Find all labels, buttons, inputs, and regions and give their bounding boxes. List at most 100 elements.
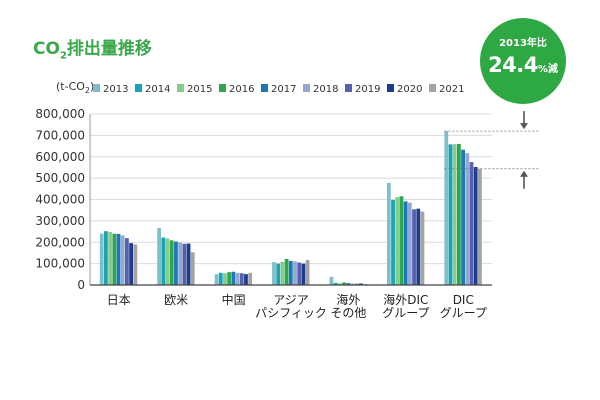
y-tick-label: 200,000 [35, 235, 85, 249]
bar [293, 261, 297, 285]
bar [346, 283, 351, 285]
bar [223, 273, 227, 285]
bar [452, 144, 457, 285]
legend-label: 2016 [229, 84, 254, 95]
legend-label: 2015 [187, 84, 212, 95]
bar [244, 274, 248, 285]
bar [284, 258, 289, 285]
bar [297, 262, 302, 285]
x-tick-label: 欧米 [164, 293, 188, 307]
legend-label: 2020 [397, 84, 422, 95]
bar [333, 282, 338, 285]
legend-swatch [177, 84, 184, 92]
unit-subscript: 2 [84, 86, 91, 96]
x-tick-label: パシフィック [255, 306, 327, 320]
bar [169, 240, 174, 285]
bar [395, 197, 400, 285]
bar [358, 283, 363, 285]
bar [280, 261, 285, 285]
y-axis-unit-label: (t-CO2) [56, 80, 94, 95]
unit-main: (t-CO [56, 80, 85, 93]
bar [288, 260, 293, 285]
bar [354, 283, 359, 285]
bar [214, 274, 219, 285]
x-tick-label: 海外DIC [383, 292, 428, 307]
legend-label: 2017 [271, 84, 296, 95]
bar [461, 149, 465, 285]
bar [473, 167, 478, 285]
bar [125, 238, 129, 285]
bar [239, 273, 244, 285]
bar [456, 143, 461, 285]
y-tick-label: 700,000 [35, 128, 85, 142]
bar [465, 153, 470, 285]
bar [190, 252, 195, 285]
bar [305, 259, 310, 285]
bar [116, 233, 121, 285]
legend-label: 2021 [439, 84, 464, 95]
bar [444, 131, 449, 285]
legend-swatch [93, 84, 100, 92]
bar [120, 235, 125, 285]
bar [161, 237, 166, 285]
x-tick-label: 日本 [107, 293, 131, 307]
x-tick-label: グループ [382, 306, 429, 320]
legend-swatch [261, 84, 268, 92]
legend-swatch [345, 84, 352, 92]
bar [391, 199, 395, 285]
bar [112, 233, 117, 285]
down-arrow-head [520, 123, 528, 130]
bar [386, 182, 391, 285]
bar [469, 162, 474, 285]
up-arrow-head [520, 170, 528, 177]
bar [129, 243, 134, 285]
bar [157, 227, 162, 285]
badge-label: 2013年比 [499, 38, 547, 49]
title-subscript: 2 [59, 50, 67, 62]
bar [165, 238, 170, 285]
legend-swatch [303, 84, 310, 92]
bar [350, 283, 355, 285]
badge-suffix: 減 [547, 64, 558, 75]
bar [108, 231, 113, 285]
badge-value-line: 24.4%減 [480, 53, 566, 77]
x-tick-label: グループ [440, 306, 487, 320]
bar [235, 272, 240, 285]
legend-label: 2014 [145, 84, 170, 95]
legend-label: 2018 [313, 84, 338, 95]
reduction-badge: 2013年比 24.4%減 [480, 18, 566, 104]
x-tick-label: その他 [330, 306, 366, 320]
bar [182, 243, 187, 285]
bar [272, 262, 276, 285]
y-tick-label: 600,000 [35, 150, 85, 164]
bar [301, 263, 306, 285]
legend-swatch [219, 84, 226, 92]
y-tick-label: 400,000 [35, 193, 85, 207]
legend-label: 2019 [355, 84, 380, 95]
bar [477, 168, 482, 285]
bar [133, 244, 138, 285]
x-tick-label: 中国 [222, 292, 246, 307]
legend-swatch [429, 84, 436, 92]
bar [337, 283, 342, 285]
y-tick-label: 500,000 [35, 171, 85, 185]
y-tick-label: 0 [77, 278, 85, 292]
legend-label: 2013 [103, 84, 128, 95]
bar [412, 209, 416, 285]
y-tick-label: 300,000 [35, 214, 85, 228]
bar [403, 201, 408, 285]
x-tick-label: DIC [453, 293, 474, 307]
bar [231, 271, 236, 285]
badge-percent: % [537, 64, 548, 75]
bar [407, 202, 412, 285]
bar [178, 242, 183, 285]
bar [420, 211, 425, 285]
bar [329, 276, 334, 285]
bar [416, 208, 421, 285]
x-tick-label: アジア [273, 293, 309, 307]
bar [276, 263, 281, 285]
bar [399, 196, 404, 285]
bar [174, 241, 178, 285]
bar [248, 272, 253, 285]
